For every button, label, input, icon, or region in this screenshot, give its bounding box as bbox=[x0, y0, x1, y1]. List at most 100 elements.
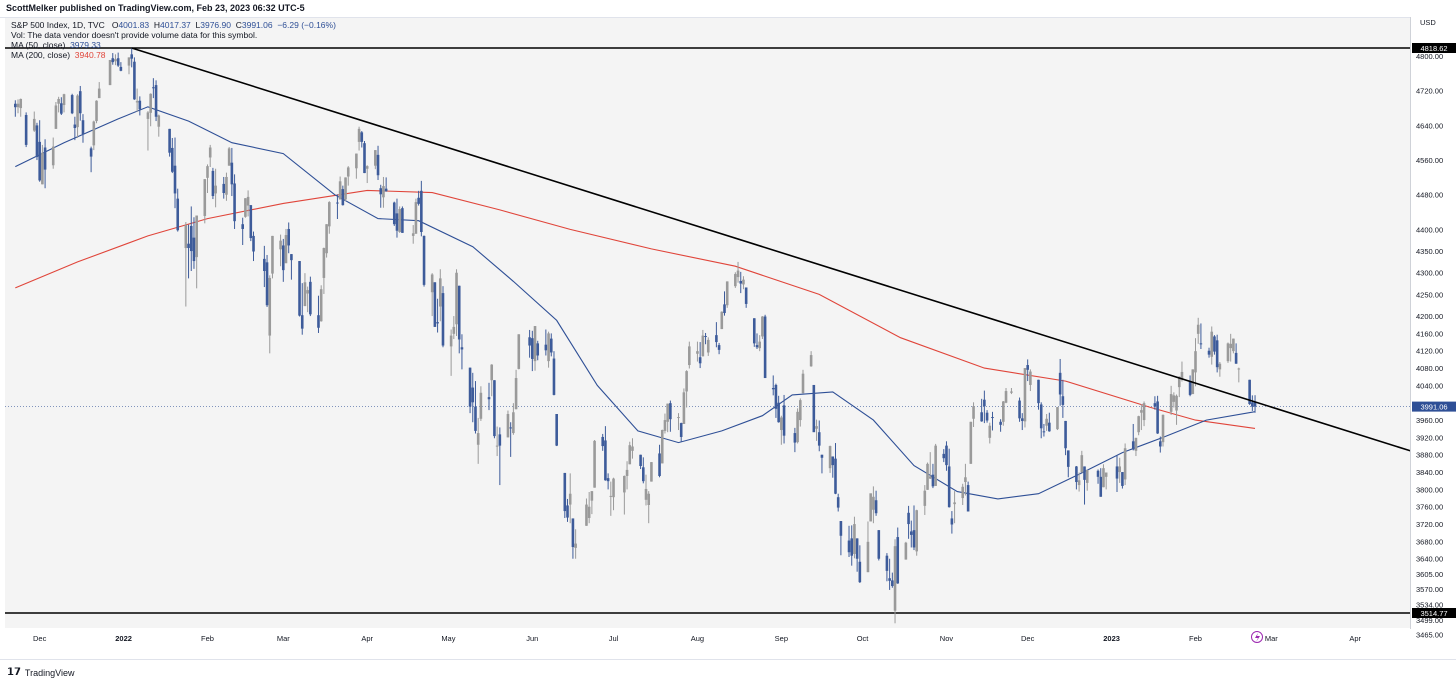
candle-body bbox=[498, 434, 502, 446]
candle-body bbox=[744, 287, 748, 304]
candle-body bbox=[268, 277, 272, 336]
candle-body bbox=[227, 148, 231, 166]
y-tick-label: 3680.00 bbox=[1416, 537, 1443, 546]
x-tick-label: Jul bbox=[609, 634, 619, 643]
y-tick-label: 3840.00 bbox=[1416, 468, 1443, 477]
tradingview-brand[interactable]: 𝟭𝟳 TradingView bbox=[7, 667, 74, 678]
candle-body bbox=[452, 326, 456, 334]
candle-body bbox=[1134, 437, 1138, 451]
candle-body bbox=[493, 380, 496, 437]
y-tick-label: 4480.00 bbox=[1416, 191, 1443, 200]
candle-body bbox=[211, 170, 215, 197]
candle-body bbox=[379, 188, 383, 195]
y-tick-label: 4120.00 bbox=[1416, 347, 1443, 356]
candle-body bbox=[457, 285, 461, 340]
x-tick-label: Apr bbox=[1349, 634, 1361, 643]
candle-body bbox=[1253, 401, 1257, 407]
candle-body bbox=[392, 202, 396, 225]
candle-body bbox=[436, 322, 439, 324]
candle-body bbox=[41, 152, 44, 185]
candle-body bbox=[796, 411, 799, 443]
candle-body bbox=[1080, 455, 1084, 473]
candle-body bbox=[360, 132, 364, 142]
candle-body bbox=[73, 124, 77, 129]
candle-body bbox=[97, 88, 101, 99]
candle-body bbox=[628, 445, 632, 465]
candle-body bbox=[341, 189, 345, 206]
candle-body bbox=[184, 225, 188, 249]
y-tick-label: 3640.00 bbox=[1416, 555, 1443, 564]
candle-body bbox=[701, 335, 705, 357]
last-price-tag bbox=[1412, 401, 1456, 412]
candle-body bbox=[869, 493, 872, 522]
candle-body bbox=[988, 425, 992, 438]
y-tick-label: 4160.00 bbox=[1416, 329, 1443, 338]
candle-body bbox=[192, 237, 196, 262]
last-price-tag-label: 3991.06 bbox=[1420, 403, 1447, 412]
candle-body bbox=[991, 417, 994, 419]
candle-body bbox=[374, 150, 377, 166]
candle-body bbox=[893, 546, 897, 611]
candle-body bbox=[344, 177, 347, 200]
x-tick-label: Mar bbox=[1265, 634, 1278, 643]
candle-body bbox=[1064, 420, 1067, 449]
legend-ma50-row[interactable]: MA (50, close) 3979.33 bbox=[11, 40, 336, 50]
chart-legend: S&P 500 Index, 1D, TVC O4001.83 H4017.37… bbox=[11, 20, 336, 60]
candle-body bbox=[154, 85, 158, 117]
candle-body bbox=[16, 103, 20, 108]
price-axis[interactable] bbox=[1410, 17, 1456, 629]
x-tick-label: Dec bbox=[1021, 634, 1035, 643]
candle-body bbox=[1123, 448, 1127, 480]
candle-body bbox=[384, 188, 388, 192]
y-tick-label: 3465.00 bbox=[1416, 631, 1443, 640]
candle-body bbox=[346, 167, 350, 177]
lightning-icon[interactable] bbox=[1251, 631, 1263, 643]
candle-body bbox=[752, 318, 756, 344]
candle-body bbox=[476, 433, 480, 445]
legend-ma200-row[interactable]: MA (200, close) 3940.78 bbox=[11, 50, 336, 60]
candle-body bbox=[355, 153, 358, 169]
level-price-tag bbox=[1412, 43, 1456, 53]
y-tick-label: 3534.00 bbox=[1416, 601, 1443, 610]
candle-body bbox=[926, 463, 929, 490]
candle-body bbox=[1018, 400, 1021, 419]
candle-body bbox=[715, 335, 718, 343]
plot-area[interactable] bbox=[5, 18, 1410, 628]
candle-body bbox=[1002, 401, 1005, 422]
candle-body bbox=[51, 146, 55, 166]
candle-body bbox=[725, 281, 729, 306]
level-price-tag-label: 3514.77 bbox=[1420, 609, 1447, 618]
candle-body bbox=[850, 538, 854, 556]
candle-body bbox=[62, 94, 66, 106]
time-axis[interactable] bbox=[0, 629, 1410, 659]
candle-body bbox=[441, 293, 445, 346]
candle-body bbox=[479, 392, 483, 419]
candle-body bbox=[471, 387, 475, 403]
candle-body bbox=[1056, 407, 1059, 430]
candle-body bbox=[961, 486, 965, 499]
candle-body bbox=[1180, 371, 1184, 380]
candle-body bbox=[290, 254, 293, 261]
legend-symbol-row[interactable]: S&P 500 Index, 1D, TVC O4001.83 H4017.37… bbox=[11, 20, 336, 30]
candle-body bbox=[1058, 372, 1062, 395]
candle-body bbox=[774, 384, 778, 409]
tradingview-logo-icon: 𝟭𝟳 bbox=[7, 667, 21, 678]
candle-body bbox=[734, 274, 737, 287]
candle-body bbox=[885, 555, 889, 571]
candle-body bbox=[249, 205, 253, 239]
bottom-bar bbox=[0, 659, 1456, 684]
candle-body bbox=[512, 412, 515, 434]
candle-body bbox=[173, 165, 177, 194]
candle-body bbox=[720, 311, 724, 330]
candle-body bbox=[1045, 418, 1048, 426]
legend-vol-text: Vol: The data vendor doesn't provide vol… bbox=[11, 30, 258, 40]
candle-body bbox=[1004, 391, 1008, 403]
candle-body bbox=[820, 454, 824, 458]
candle-body bbox=[230, 162, 234, 185]
candle-body bbox=[325, 224, 328, 254]
candle-body bbox=[1215, 340, 1219, 368]
candle-body bbox=[363, 143, 366, 174]
legend-high: 4017.37 bbox=[160, 20, 191, 30]
publisher-bar: ScottMelker published on TradingView.com… bbox=[0, 0, 1456, 18]
